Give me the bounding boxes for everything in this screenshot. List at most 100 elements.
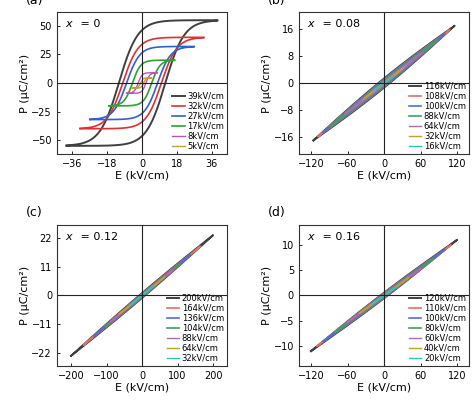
110kV/cm — [398, 282, 404, 287]
64kV/cm — [411, 56, 417, 61]
100kV/cm — [374, 300, 380, 305]
5kV/cm — [142, 79, 147, 84]
5kV/cm — [138, 85, 144, 90]
60kV/cm — [418, 266, 423, 271]
88kV/cm — [159, 277, 164, 282]
32kV/cm — [146, 287, 152, 292]
108kV/cm — [398, 71, 403, 76]
104kV/cm — [176, 262, 182, 267]
136kV/cm — [176, 262, 182, 267]
104kV/cm — [118, 311, 123, 316]
Text: (a): (a) — [26, 0, 44, 7]
110kV/cm — [314, 344, 320, 348]
100kV/cm — [374, 90, 380, 95]
8kV/cm — [143, 81, 149, 85]
100kV/cm — [320, 130, 326, 135]
Y-axis label: P (μC/cm²): P (μC/cm²) — [262, 53, 272, 113]
5kV/cm — [134, 85, 139, 90]
164kV/cm — [81, 342, 87, 347]
104kV/cm — [132, 300, 138, 305]
88kV/cm — [108, 319, 114, 324]
88kV/cm — [395, 72, 401, 77]
200kV/cm — [126, 307, 131, 312]
88kV/cm — [133, 299, 139, 304]
110kV/cm — [368, 305, 374, 310]
27kV/cm — [87, 117, 92, 122]
16kV/cm — [379, 82, 385, 87]
27kV/cm — [87, 117, 92, 122]
Line: 60kV/cm: 60kV/cm — [347, 269, 420, 322]
120kV/cm — [372, 302, 378, 307]
Line: 39kV/cm: 39kV/cm — [66, 20, 218, 146]
17kV/cm — [106, 103, 112, 108]
8kV/cm — [137, 90, 143, 95]
64kV/cm — [117, 312, 122, 317]
32kV/cm — [148, 286, 154, 291]
136kV/cm — [151, 284, 157, 289]
164kV/cm — [175, 262, 181, 267]
Line: 200kV/cm: 200kV/cm — [71, 235, 213, 356]
40kV/cm — [367, 303, 373, 308]
104kV/cm — [102, 324, 108, 329]
32kV/cm — [377, 84, 383, 89]
64kV/cm — [342, 112, 348, 116]
32kV/cm — [102, 117, 108, 122]
60kV/cm — [404, 276, 410, 281]
Line: 5kV/cm: 5kV/cm — [132, 78, 152, 88]
200kV/cm — [210, 233, 216, 238]
39kV/cm — [158, 95, 164, 100]
200kV/cm — [183, 254, 189, 259]
Y-axis label: P (μC/cm²): P (μC/cm²) — [20, 266, 30, 325]
88kV/cm — [349, 105, 355, 109]
Line: 32kV/cm: 32kV/cm — [80, 37, 204, 129]
104kV/cm — [162, 274, 168, 278]
110kV/cm — [373, 302, 379, 306]
Text: (c): (c) — [26, 206, 43, 219]
88kV/cm — [328, 124, 333, 129]
88kV/cm — [136, 297, 141, 302]
32kV/cm — [155, 92, 160, 96]
116kV/cm — [452, 23, 457, 28]
110kV/cm — [314, 344, 320, 348]
120kV/cm — [400, 282, 405, 287]
100kV/cm — [369, 94, 375, 98]
8kV/cm — [149, 70, 155, 75]
32kV/cm — [386, 77, 392, 82]
108kV/cm — [368, 94, 374, 99]
32kV/cm — [201, 35, 207, 40]
108kV/cm — [316, 134, 321, 139]
40kV/cm — [400, 279, 405, 284]
5kV/cm — [149, 75, 155, 80]
64kV/cm — [135, 297, 140, 302]
Line: 100kV/cm: 100kV/cm — [323, 249, 445, 341]
100kV/cm — [442, 247, 448, 252]
20kV/cm — [374, 298, 380, 303]
Text: x: x — [65, 19, 72, 29]
136kV/cm — [130, 302, 136, 307]
32kV/cm — [151, 284, 156, 289]
88kV/cm — [163, 273, 169, 278]
108kV/cm — [431, 39, 437, 44]
32kV/cm — [370, 89, 375, 94]
136kV/cm — [111, 316, 117, 321]
27kV/cm — [172, 44, 177, 49]
100kV/cm — [419, 263, 425, 268]
20kV/cm — [379, 295, 384, 300]
80kV/cm — [375, 299, 381, 304]
27kV/cm — [109, 111, 114, 116]
Line: 100kV/cm: 100kV/cm — [323, 34, 445, 132]
32kV/cm — [142, 291, 148, 296]
120kV/cm — [367, 306, 373, 311]
80kV/cm — [411, 270, 417, 275]
32kV/cm — [77, 126, 83, 131]
108kV/cm — [342, 110, 348, 115]
88kV/cm — [121, 308, 127, 313]
Legend: 39kV/cm, 32kV/cm, 27kV/cm, 17kV/cm, 8kV/cm, 5kV/cm: 39kV/cm, 32kV/cm, 27kV/cm, 17kV/cm, 8kV/… — [171, 91, 225, 151]
200kV/cm — [193, 246, 199, 251]
16kV/cm — [372, 88, 377, 92]
120kV/cm — [427, 257, 432, 262]
136kV/cm — [91, 334, 97, 339]
39kV/cm — [197, 18, 202, 23]
39kV/cm — [130, 140, 136, 144]
164kV/cm — [154, 282, 160, 287]
